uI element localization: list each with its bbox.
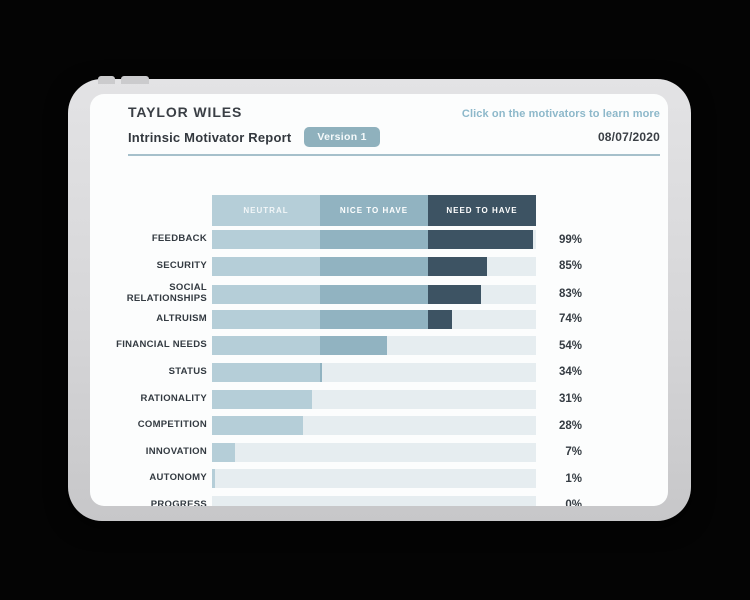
motivator-bar-track (212, 362, 536, 382)
motivator-label[interactable]: INNOVATION (145, 445, 207, 457)
motivator-bar-track (212, 309, 536, 329)
bar-segment-need-to-have (428, 284, 481, 304)
motivators-hint-text: Click on the motivators to learn more (461, 108, 660, 120)
motivator-bar-track (212, 284, 536, 304)
motivator-row[interactable]: SOCIAL RELATIONSHIPS 83% (112, 282, 668, 305)
motivator-label[interactable]: SECURITY (156, 259, 207, 271)
motivator-bar-track (212, 389, 536, 409)
motivator-row[interactable]: PROGRESS 0% (112, 495, 668, 506)
bar-segment-need-to-have (428, 309, 452, 329)
motivator-label[interactable]: ALTRUISM (156, 312, 207, 324)
tablet-top-button (121, 76, 149, 84)
motivator-row[interactable]: INNOVATION 7% (112, 442, 668, 462)
motivator-row[interactable]: RATIONALITY 31% (112, 389, 668, 409)
bar-segment-neutral (212, 442, 235, 462)
bar-segment-neutral (212, 230, 320, 249)
bar-segment-neutral (212, 336, 320, 356)
motivator-bar-track (212, 442, 536, 462)
motivator-bar-track (212, 256, 536, 276)
motivator-label[interactable]: RATIONALITY (140, 392, 207, 404)
bar-segment-neutral (212, 416, 303, 436)
motivator-bar-track (212, 416, 536, 436)
motivator-percentage: 85% (558, 260, 582, 273)
motivator-bar-track (212, 495, 536, 506)
bar-segment-nice-to-have (320, 284, 428, 304)
motivator-percentage: 99% (558, 233, 582, 246)
motivator-label[interactable]: STATUS (168, 366, 207, 377)
motivator-row[interactable]: FINANCIAL NEEDS 54% (112, 336, 668, 356)
bar-segment-nice-to-have (320, 230, 428, 249)
motivator-label[interactable]: AUTONOMY (149, 472, 207, 484)
chart-rows: FEEDBACK 99% SECURITY 85% SOCIAL RELATIO… (112, 230, 668, 506)
motivator-bar-track (212, 230, 536, 249)
legend-neutral: NEUTRAL (212, 195, 320, 226)
motivator-label[interactable]: FEEDBACK (151, 233, 207, 245)
motivator-percentage: 1% (565, 472, 582, 485)
legend-need-to-have: NEED TO HAVE (428, 195, 536, 226)
motivator-percentage: 83% (558, 288, 582, 301)
motivator-percentage: 34% (558, 366, 582, 379)
version-badge[interactable]: Version 1 (304, 127, 380, 147)
bar-segment-neutral (212, 389, 313, 409)
bar-segment-nice-to-have (320, 362, 323, 382)
bar-segment-neutral (212, 469, 216, 489)
motivator-row[interactable]: COMPETITION 28% (112, 416, 668, 436)
tablet-screen: TAYLOR WILES Click on the motivators to … (90, 94, 668, 506)
bar-segment-need-to-have (428, 256, 488, 276)
motivator-label[interactable]: COMPETITION (137, 419, 207, 431)
motivator-bar-chart: NEUTRAL NICE TO HAVE NEED TO HAVE FEEDBACK… (90, 195, 668, 506)
motivator-percentage: 0% (565, 499, 582, 506)
bar-segment-nice-to-have (320, 256, 428, 276)
report-header: TAYLOR WILES Click on the motivators to … (90, 94, 668, 156)
bar-segment-neutral (212, 362, 320, 382)
bar-segment-neutral (212, 284, 320, 304)
motivator-row[interactable]: ALTRUISM 74% (112, 309, 668, 329)
bar-segment-nice-to-have (320, 336, 387, 356)
motivator-bar-track (212, 336, 536, 356)
legend-nice-to-have: NICE TO HAVE (320, 195, 428, 226)
motivator-percentage: 31% (558, 393, 582, 406)
motivator-row[interactable]: SECURITY 85% (112, 256, 668, 276)
header-divider (128, 154, 660, 156)
person-name: TAYLOR WILES (128, 104, 243, 120)
motivator-percentage: 74% (558, 313, 582, 326)
motivator-percentage: 28% (558, 419, 582, 432)
motivator-label[interactable]: PROGRESS (150, 498, 207, 506)
motivator-label[interactable]: SOCIAL RELATIONSHIPS (126, 282, 207, 305)
motivator-percentage: 54% (558, 339, 582, 352)
motivator-row[interactable]: STATUS 34% (112, 362, 668, 382)
tablet-top-button (98, 76, 115, 84)
report-date: 08/07/2020 (597, 130, 660, 144)
motivator-bar-track (212, 469, 536, 489)
chart-legend: NEUTRAL NICE TO HAVE NEED TO HAVE (212, 195, 536, 226)
bar-segment-need-to-have (428, 230, 533, 249)
motivator-percentage: 7% (565, 446, 582, 459)
motivator-row[interactable]: FEEDBACK 99% (112, 230, 668, 249)
tablet-frame: TAYLOR WILES Click on the motivators to … (68, 76, 691, 521)
report-title: Intrinsic Motivator Report (128, 129, 292, 145)
motivator-label[interactable]: FINANCIAL NEEDS (116, 339, 207, 351)
bar-segment-nice-to-have (320, 309, 428, 329)
bar-segment-neutral (212, 309, 320, 329)
motivator-row[interactable]: AUTONOMY 1% (112, 469, 668, 489)
bar-segment-neutral (212, 256, 320, 276)
